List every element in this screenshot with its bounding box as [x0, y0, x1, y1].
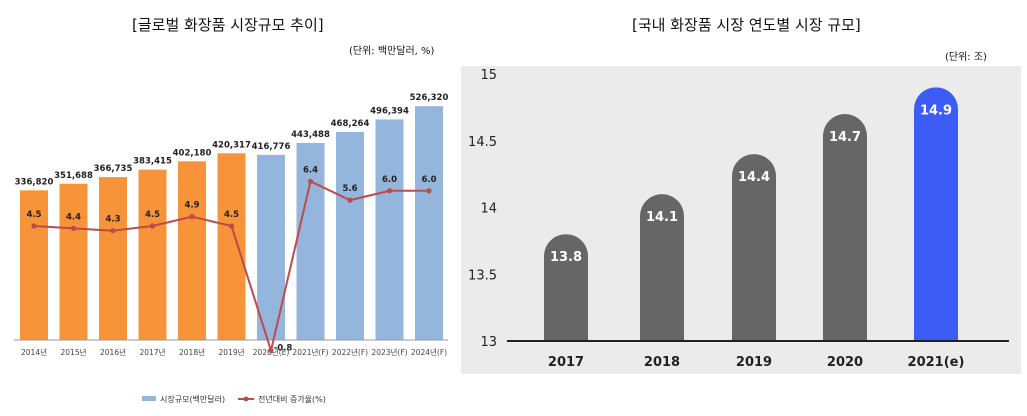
bar-value-label-10: 526,320: [410, 93, 449, 103]
growth-point-2: [110, 228, 116, 234]
bar-value-label-5: 420,317: [212, 140, 251, 150]
bar-9: [375, 119, 404, 340]
global-chart-unit: (단위: 백만달러, %): [349, 46, 435, 57]
bar-4: [914, 87, 958, 341]
bar-value-label-0: 13.8: [550, 250, 582, 265]
bar-value-label-2: 14.4: [738, 170, 770, 185]
x-tick-label-0: 2017: [548, 355, 584, 370]
y-tick-label-3: 14.5: [468, 135, 497, 150]
legend-bar-label: 시장규모(백만달러): [160, 394, 225, 404]
growth-point-5: [228, 223, 235, 229]
growth-value-label-8: 5.6: [342, 184, 357, 194]
bar-4: [178, 161, 206, 340]
growth-point-8: [347, 197, 353, 203]
bar-value-label-1: 351,688: [54, 171, 93, 181]
x-tick-label-5: 2019년: [219, 347, 245, 357]
bar-value-label-6: 416,776: [252, 142, 291, 152]
growth-point-6: [268, 347, 274, 354]
growth-point-9: [386, 188, 393, 194]
growth-value-label-1: 4.4: [66, 212, 81, 222]
legend-bar-swatch: [142, 396, 156, 401]
x-tick-label-0: 2014년: [21, 347, 47, 357]
domestic-market-chart: 13 13.5 14 14.5 15 13.8 2017 14.1 2018 14.4 2019 14…: [461, 66, 1021, 374]
x-tick-label-8: 2022년(F): [332, 347, 368, 357]
growth-point-4: [189, 214, 195, 220]
growth-point-0: [31, 223, 37, 229]
legend-line-label: 전년대비 증가율(%): [258, 394, 326, 404]
bar-8: [336, 131, 364, 340]
domestic-chart-unit: (단위: 조): [945, 52, 987, 63]
bar-value-label-3: 383,415: [133, 157, 172, 167]
growth-value-label-7: 6.4: [303, 165, 318, 175]
x-tick-label-4: 2021(e): [908, 355, 965, 370]
growth-point-7: [307, 178, 314, 184]
growth-value-label-5: 4.5: [224, 210, 239, 220]
growth-value-label-4: 4.9: [184, 201, 199, 211]
bar-value-label-1: 14.1: [646, 210, 678, 225]
growth-value-label-6: -0.8: [274, 344, 293, 354]
legend-line-marker: [243, 396, 249, 402]
y-tick-label-0: 13: [480, 335, 497, 350]
y-tick-label-1: 13.5: [468, 268, 497, 283]
bar-3: [823, 114, 867, 341]
bar-1: [640, 194, 684, 341]
bar-10: [415, 106, 443, 340]
bar-1: [59, 183, 88, 340]
growth-value-label-10: 6.0: [421, 175, 436, 185]
growth-point-1: [70, 225, 77, 231]
bar-value-label-4: 402,180: [173, 148, 212, 158]
bar-5: [217, 153, 246, 340]
bar-2: [732, 154, 776, 341]
bar-value-label-7: 443,488: [291, 130, 330, 140]
domestic-chart-title: [국내 화장품 시장 연도별 시장 규모]: [632, 16, 861, 34]
bar-value-label-8: 468,264: [331, 119, 370, 129]
x-tick-label-10: 2024년(F): [411, 347, 447, 357]
x-tick-label-7: 2021년(F): [292, 347, 328, 357]
bar-value-label-4: 14.9: [920, 103, 952, 118]
bar-7: [296, 142, 325, 340]
growth-value-label-3: 4.5: [145, 210, 160, 220]
x-tick-label-4: 2018년: [179, 347, 205, 357]
growth-value-label-0: 4.5: [26, 210, 41, 220]
bar-0: [544, 234, 588, 341]
growth-value-label-9: 6.0: [382, 175, 397, 185]
bar-value-label-9: 496,394: [370, 106, 409, 116]
x-tick-label-3: 2020: [827, 355, 863, 370]
growth-value-label-2: 4.3: [105, 215, 120, 225]
bar-2: [99, 177, 127, 340]
growth-point-10: [426, 188, 432, 194]
bar-3: [138, 169, 167, 340]
y-tick-label-4: 15: [480, 68, 497, 83]
x-tick-label-3: 2017년: [140, 347, 166, 357]
x-tick-label-2: 2016년: [100, 347, 126, 357]
global-chart-title: [글로벌 화장품 시장규모 추이]: [132, 16, 324, 34]
growth-point-3: [149, 223, 156, 229]
x-tick-label-9: 2023년(F): [371, 347, 407, 357]
bar-value-label-2: 366,735: [94, 164, 133, 174]
x-tick-label-1: 2015년: [61, 347, 87, 357]
bar-value-label-0: 336,820: [15, 177, 54, 187]
global-market-chart: 336,820 2014년 351,688 2015년 366,735 2016년 383,…: [14, 93, 449, 404]
bar-value-label-3: 14.7: [829, 130, 861, 145]
bar-0: [20, 190, 48, 340]
x-tick-label-1: 2018: [644, 355, 680, 370]
y-tick-label-2: 14: [480, 202, 497, 217]
x-tick-label-2: 2019: [736, 355, 772, 370]
